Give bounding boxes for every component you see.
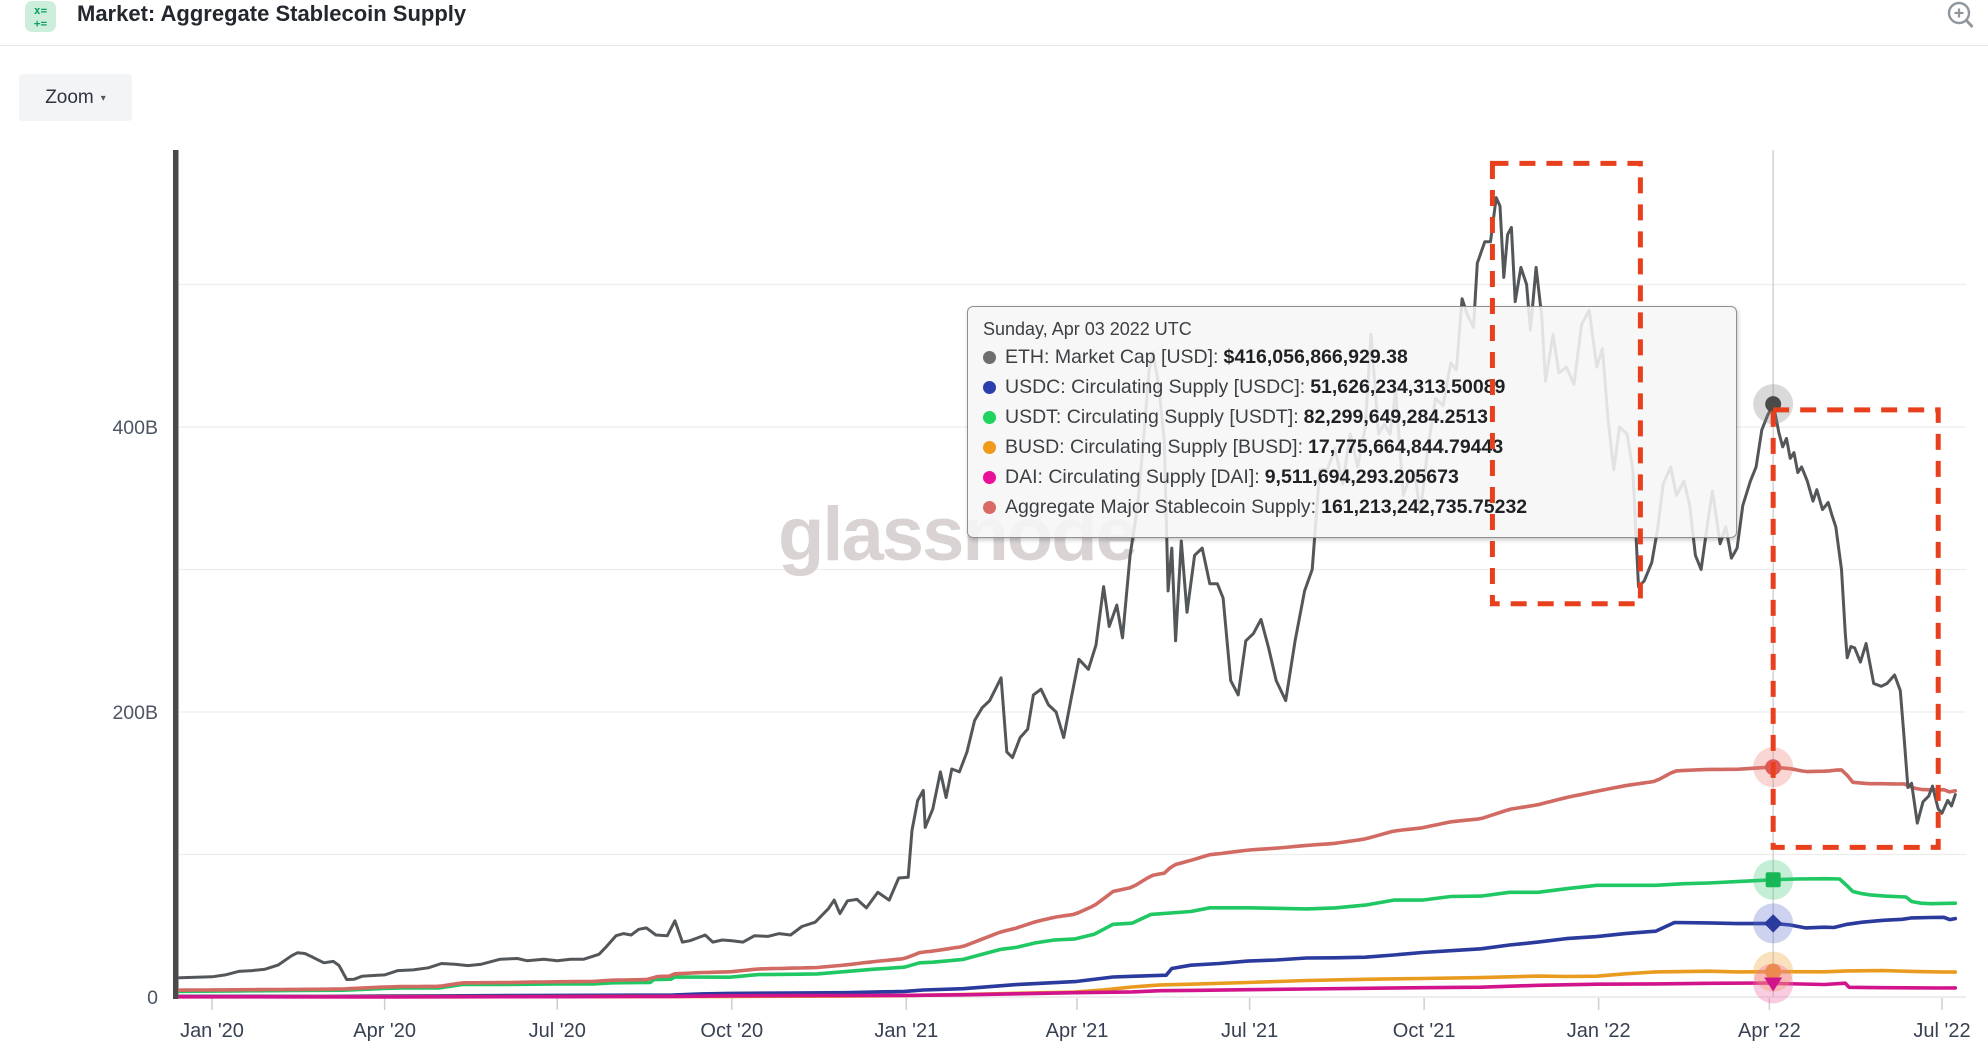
y-axis-tick-label: 200B — [112, 702, 158, 724]
chart-tooltip: Sunday, Apr 03 2022 UTC ETH: Market Cap … — [967, 306, 1737, 538]
formula-icon: x= += — [25, 1, 56, 32]
zoom-dropdown-button[interactable]: Zoom ▾ — [19, 74, 132, 121]
page-title: Market: Aggregate Stablecoin Supply — [77, 1, 467, 26]
tooltip-row-label: Aggregate Major Stablecoin Supply: — [1005, 495, 1317, 518]
chart-grid-layer: 0 200B 400B Jan '20 Apr '20 Jul '20 Oct '20 Jan… — [112, 150, 1971, 1042]
tooltip-row: ETH: Market Cap [USD]: $416,056,866,929.3… — [983, 342, 1722, 372]
y-axis-tick-label: 0 — [147, 987, 158, 1009]
series-dot — [983, 410, 996, 424]
x-axis-tick-label: Oct '21 — [1393, 1020, 1456, 1042]
series-line-usdc — [178, 915, 1958, 999]
header: x= += Market: Aggregate Stablecoin Suppl… — [0, 0, 1988, 45]
x-axis-tick-label: Apr '22 — [1738, 1020, 1801, 1042]
series-dot — [983, 380, 996, 394]
tooltip-row-value: 9,511,694,293.205673 — [1264, 465, 1459, 488]
tooltip-row-value: 51,626,234,313.50089 — [1310, 375, 1506, 398]
x-axis-tick-label: Apr '21 — [1046, 1020, 1109, 1042]
header-divider — [0, 45, 1988, 46]
marker-dai — [1764, 977, 1783, 992]
chart-crosshair-layer — [1753, 150, 1794, 1004]
series-line-usdt — [178, 876, 1958, 994]
formula-icon-line1: x= — [33, 4, 48, 17]
tooltip-row-label: ETH: Market Cap [USD]: — [1005, 345, 1219, 368]
formula-icon-line2: += — [33, 17, 48, 30]
tooltip-row-value: 82,299,649,284.2513 — [1303, 405, 1489, 428]
series-line-aggregate — [178, 765, 1958, 993]
x-axis-tick-label: Jul '20 — [529, 1020, 586, 1042]
series-line-eth — [178, 196, 1957, 981]
x-axis-tick-label: Oct '20 — [700, 1020, 763, 1042]
tooltip-row: USDT: Circulating Supply [USDT]: 82,299,6… — [983, 402, 1722, 432]
marker-agg — [1765, 759, 1782, 776]
tooltip-row: BUSD: Circulating Supply [BUSD]: 17,775,6… — [983, 432, 1722, 462]
marker-usdt — [1765, 872, 1781, 888]
tooltip-date: Sunday, Apr 03 2022 UTC — [983, 319, 1192, 339]
chevron-down-icon: ▾ — [100, 93, 106, 104]
series-dot — [983, 500, 996, 514]
x-axis-tick-label: Jan '21 — [874, 1020, 938, 1042]
x-axis-tick-label: Apr '20 — [353, 1020, 416, 1042]
tooltip-row-label: BUSD: Circulating Supply [BUSD]: — [1005, 435, 1304, 458]
marker-busd — [1765, 963, 1782, 980]
tooltip-rows: ETH: Market Cap [USD]: $416,056,866,929.3… — [983, 342, 1722, 522]
tooltip-row-value: $416,056,866,929.38 — [1223, 345, 1408, 368]
x-axis-tick-label: Jan '22 — [1567, 1020, 1631, 1042]
tooltip-row: DAI: Circulating Supply [DAI]: 9,511,694,… — [983, 462, 1722, 492]
chart-series-layer — [178, 196, 1958, 999]
zoom-in-icon[interactable] — [1944, 1, 1978, 31]
tooltip-row: Aggregate Major Stablecoin Supply: 161,21… — [983, 492, 1722, 522]
tooltip-row-label: DAI: Circulating Supply [DAI]: — [1005, 465, 1260, 488]
series-dot — [983, 470, 996, 484]
x-axis-tick-label: Jul '21 — [1221, 1020, 1278, 1042]
series-dot — [983, 440, 996, 454]
tooltip-row: USDC: Circulating Supply [USDC]: 51,626,2… — [983, 372, 1722, 402]
zoom-button-label: Zoom — [45, 86, 94, 108]
tooltip-row-label: USDC: Circulating Supply [USDC]: — [1005, 375, 1306, 398]
tooltip-row-value: 17,775,664,844.79443 — [1308, 435, 1504, 458]
marker-usdc — [1763, 914, 1783, 933]
x-axis-tick-label: Jan '20 — [180, 1020, 244, 1042]
tooltip-row-label: USDT: Circulating Supply [USDT]: — [1005, 405, 1299, 428]
y-axis-line — [173, 150, 179, 999]
tooltip-row-value: 161,213,242,735.75232 — [1321, 495, 1528, 518]
x-axis-tick-label: Jul '22 — [1913, 1020, 1970, 1042]
y-axis-tick-label: 400B — [112, 417, 158, 439]
series-line-dai — [178, 981, 1958, 999]
series-dot — [983, 350, 996, 364]
marker-eth — [1765, 396, 1782, 413]
